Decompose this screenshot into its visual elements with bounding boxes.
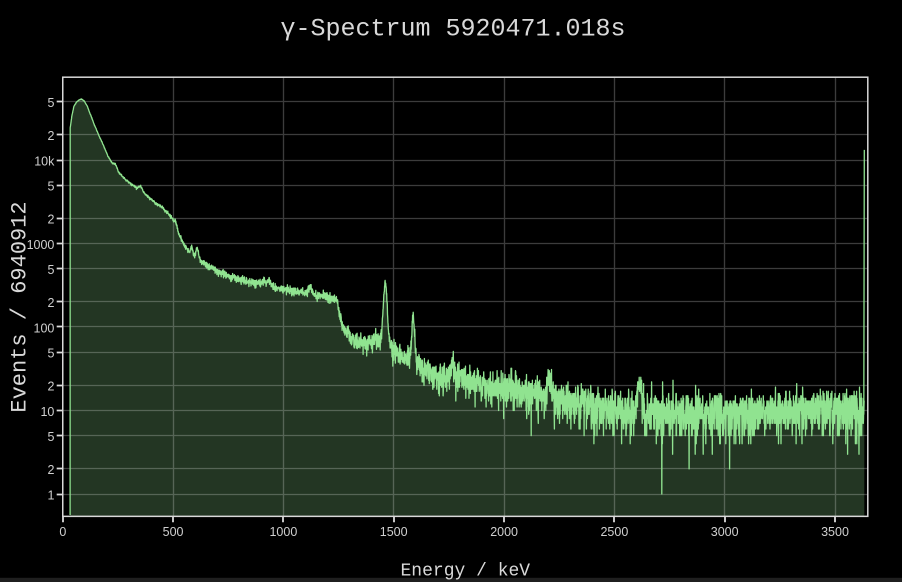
svg-text:Energy / keV: Energy / keV <box>400 561 530 581</box>
svg-text:2: 2 <box>47 129 54 143</box>
svg-text:5: 5 <box>47 96 54 110</box>
svg-text:2500: 2500 <box>600 525 628 539</box>
svg-text:3500: 3500 <box>821 525 849 539</box>
svg-text:10: 10 <box>40 405 54 419</box>
svg-text:2: 2 <box>47 213 54 227</box>
svg-text:10k: 10k <box>34 154 55 168</box>
svg-text:1000: 1000 <box>27 238 55 252</box>
svg-text:0: 0 <box>59 525 66 539</box>
svg-text:3000: 3000 <box>711 525 739 539</box>
svg-text:2000: 2000 <box>490 525 518 539</box>
svg-text:2: 2 <box>47 296 54 310</box>
svg-text:2: 2 <box>47 463 54 477</box>
svg-text:5: 5 <box>47 430 54 444</box>
svg-text:1000: 1000 <box>269 525 297 539</box>
svg-text:2: 2 <box>47 380 54 394</box>
svg-text:Events / 6940912: Events / 6940912 <box>7 201 32 412</box>
svg-text:500: 500 <box>163 525 184 539</box>
svg-text:5: 5 <box>47 263 54 277</box>
svg-text:5: 5 <box>47 346 54 360</box>
svg-text:1: 1 <box>47 488 54 502</box>
svg-text:5: 5 <box>47 179 54 193</box>
svg-text:100: 100 <box>34 321 55 335</box>
svg-text:γ-Spectrum 5920471.018s: γ-Spectrum 5920471.018s <box>280 15 625 44</box>
svg-text:1500: 1500 <box>380 525 408 539</box>
